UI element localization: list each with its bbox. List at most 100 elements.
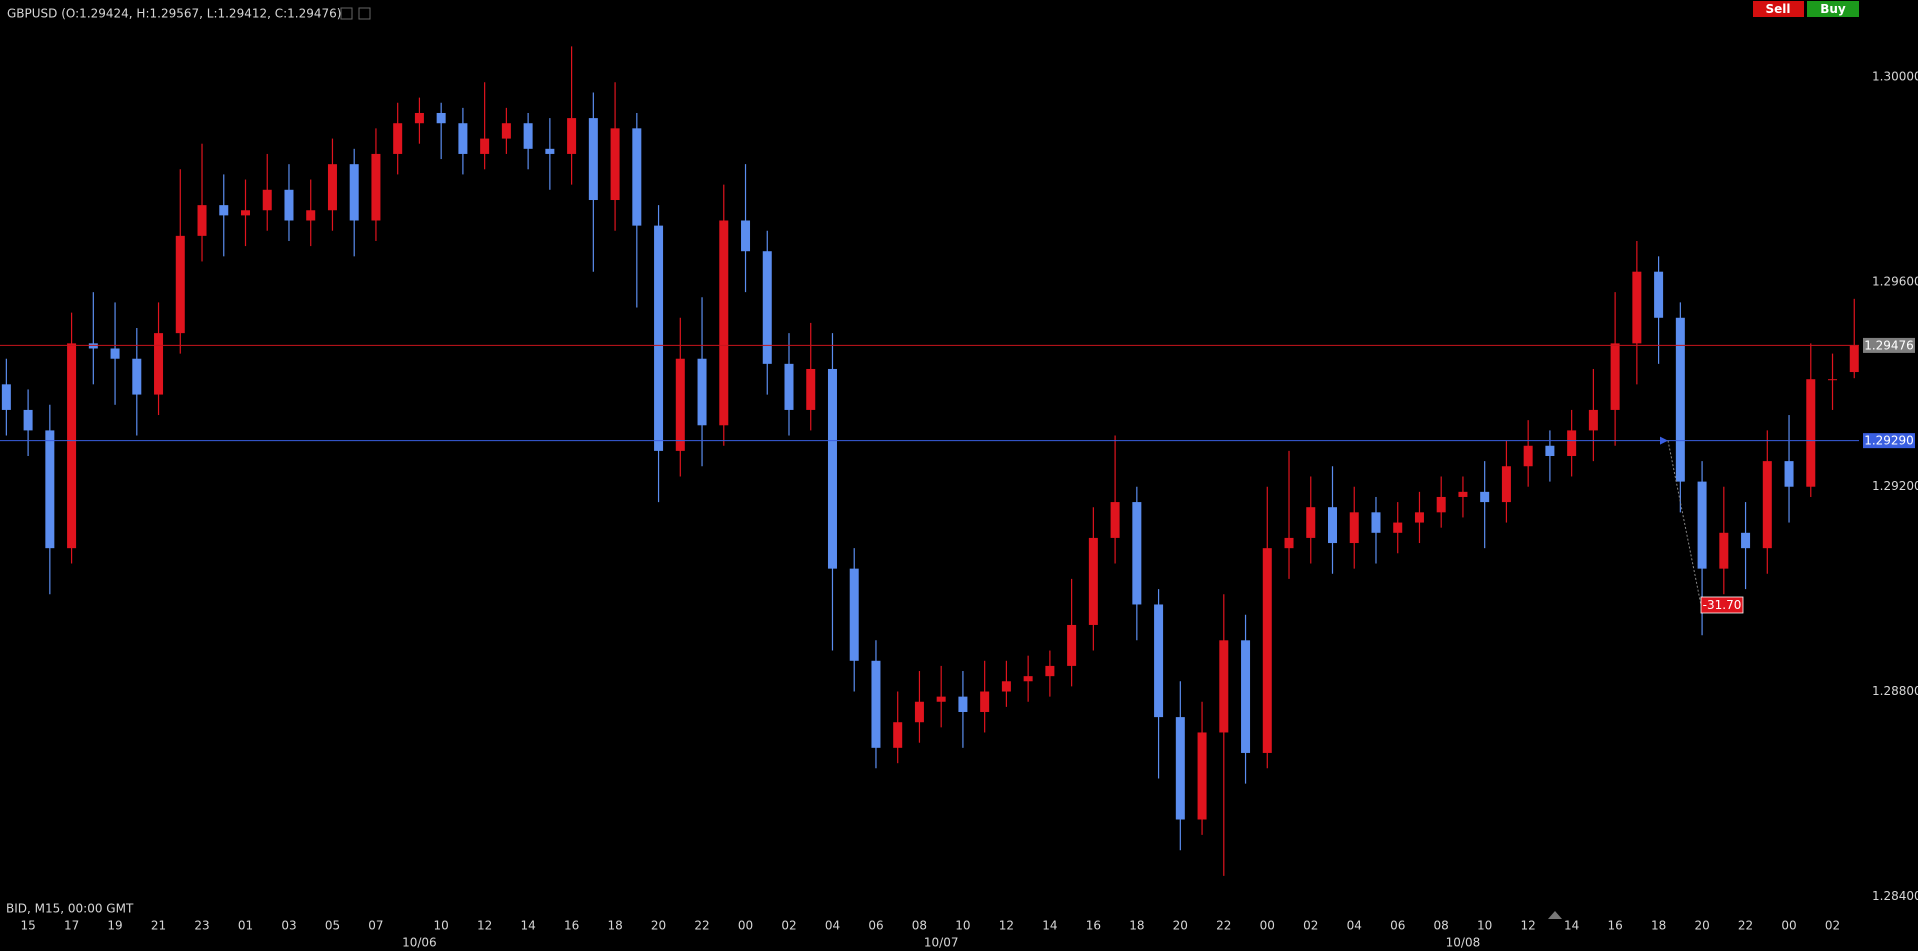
candle-body (523, 123, 533, 149)
candle-body (893, 722, 903, 748)
y-tick-label: 1.29200 (1872, 479, 1918, 493)
candle-body (1175, 717, 1185, 820)
settings-icon[interactable] (340, 7, 353, 20)
candle-body (1523, 445, 1533, 467)
y-tick-label: 1.29600 (1872, 274, 1918, 288)
candle-body (1436, 496, 1446, 513)
candle-body (1545, 445, 1555, 457)
x-date-label: 10/08 (1446, 936, 1481, 950)
x-tick-label: 00 (1260, 919, 1275, 933)
candle-body (1458, 491, 1468, 497)
x-tick-label: 08 (1434, 919, 1449, 933)
candle-body (393, 123, 403, 154)
x-tick-label: 16 (564, 919, 579, 933)
candle-body (1762, 461, 1772, 549)
chart-title: GBPUSD (O:1.29424, H:1.29567, L:1.29412,… (7, 7, 341, 21)
candle-body (1719, 532, 1729, 569)
candle-body (45, 430, 55, 549)
candle-body (88, 343, 98, 349)
candle-body (567, 118, 577, 154)
candle-body (719, 220, 729, 426)
candle-body (480, 138, 490, 154)
scroll-marker[interactable] (1548, 911, 1562, 919)
candle-body (458, 123, 468, 154)
y-tick-label: 1.28400 (1872, 889, 1918, 903)
x-tick-label: 16 (1607, 919, 1622, 933)
x-tick-label: 00 (738, 919, 753, 933)
candle-body (1219, 640, 1229, 733)
buy-button-bg[interactable] (1807, 1, 1859, 17)
x-date-label: 10/06 (402, 936, 437, 950)
x-tick-label: 12 (1521, 919, 1536, 933)
x-tick-label: 10 (1477, 919, 1492, 933)
candle-body (588, 118, 598, 201)
x-tick-label: 20 (1173, 919, 1188, 933)
x-tick-label: 04 (825, 919, 840, 933)
candle-body (1088, 537, 1098, 625)
candle-body (958, 696, 968, 712)
candle-body (697, 358, 707, 426)
sell-label[interactable]: Sell (1765, 2, 1790, 16)
x-tick-label: 02 (781, 919, 796, 933)
candle-body (1045, 665, 1055, 677)
close-icon[interactable] (358, 7, 371, 20)
buy-button[interactable]: Buy (1807, 1, 1859, 17)
candle-body (1328, 507, 1337, 544)
candle-body (306, 210, 316, 221)
x-tick-label: 18 (607, 919, 622, 933)
candle-body (414, 112, 424, 124)
candle-body (349, 164, 359, 221)
candle-body (1784, 461, 1794, 487)
info-label: BID, M15, 00:00 GMT (6, 902, 134, 916)
candle-body (436, 112, 446, 124)
candle-body (1154, 604, 1164, 718)
candle-body (936, 696, 946, 702)
x-tick-label: 23 (194, 919, 209, 933)
x-tick-label: 07 (368, 919, 383, 933)
x-tick-label: 04 (1347, 919, 1362, 933)
x-tick-label: 22 (694, 919, 709, 933)
sell-button-bg[interactable] (1753, 1, 1804, 17)
x-tick-label: 21 (151, 919, 166, 933)
candle-body (1262, 548, 1272, 753)
x-tick-label: 20 (651, 919, 666, 933)
candle-body (67, 343, 77, 549)
candle-body (1741, 532, 1751, 549)
candle-body (1110, 502, 1120, 538)
candle-body (741, 220, 751, 252)
candle-body (1241, 640, 1251, 753)
candle-body (1806, 379, 1816, 487)
candle-body (610, 128, 620, 201)
y-tick-label: 1.30000 (1872, 70, 1918, 84)
x-tick-label: 15 (20, 919, 35, 933)
candle-body (914, 701, 924, 723)
x-tick-label: 10 (955, 919, 970, 933)
candle-body (827, 368, 837, 569)
buy-label[interactable]: Buy (1820, 2, 1846, 16)
annotation: -31.70 (1703, 598, 1742, 612)
x-tick-label: 00 (1781, 919, 1796, 933)
sell-button[interactable]: Sell (1753, 1, 1804, 17)
x-tick-label: 22 (1738, 919, 1753, 933)
candle-body (762, 251, 772, 364)
candle-body (1306, 507, 1316, 538)
candle-body (1349, 512, 1359, 544)
candle-body (1501, 466, 1511, 503)
x-tick-label: 06 (1390, 919, 1405, 933)
x-tick-label: 20 (1694, 919, 1709, 933)
candle-body (1849, 345, 1859, 373)
candle-body (1132, 502, 1142, 605)
candle-body (1567, 430, 1577, 457)
candle-body (1, 384, 11, 410)
candle-body (197, 205, 207, 236)
x-tick-label: 08 (912, 919, 927, 933)
x-tick-label: 14 (1042, 919, 1057, 933)
candle-body (284, 189, 294, 221)
candle-body (1001, 681, 1011, 692)
candle-body (371, 153, 381, 221)
candle-body (23, 409, 33, 431)
x-tick-label: 12 (477, 919, 492, 933)
candle-body (1654, 271, 1664, 318)
